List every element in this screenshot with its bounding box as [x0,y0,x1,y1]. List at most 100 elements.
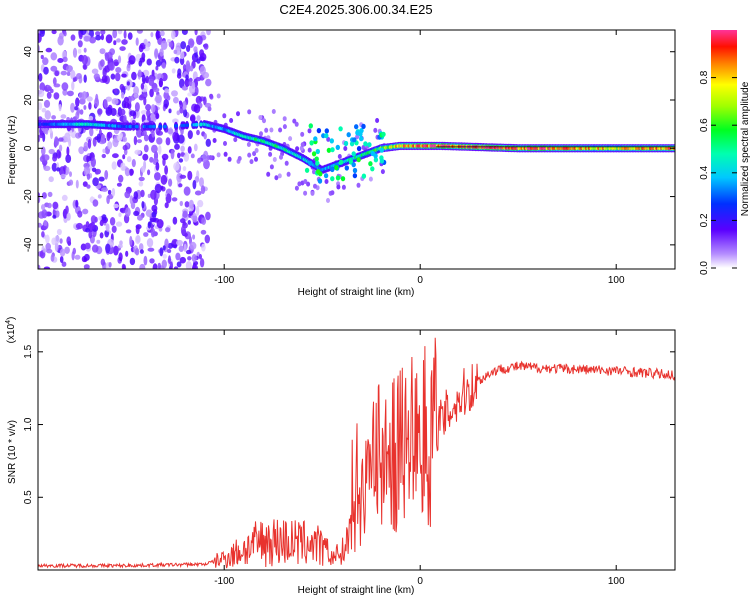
noise-speckle [278,127,283,133]
noise-speckle [110,73,116,80]
noise-speckle [102,148,106,153]
noise-speckle [375,118,380,123]
noise-speckle [269,164,274,170]
noise-speckle [252,151,257,157]
noise-speckle [139,263,146,269]
noise-speckle [115,221,123,227]
noise-speckle [42,57,49,66]
noise-speckle [54,70,60,77]
noise-speckle [38,222,42,228]
noise-speckle [203,43,209,50]
noise-speckle [152,263,158,269]
noise-speckle [74,106,78,111]
noise-speckle [179,256,186,264]
noise-speckle [136,30,143,34]
noise-speckle [286,171,291,177]
noise-speckle [154,48,159,58]
trace-cell [352,173,358,179]
noise-speckle [45,242,51,251]
colorbar-tick-label: 0.2 [699,213,710,227]
noise-speckle [60,70,67,76]
noise-speckle [65,166,70,175]
noise-speckle [75,97,80,107]
noise-speckle [199,65,206,76]
noise-speckle [150,227,156,238]
noise-speckle [77,210,83,218]
noise-speckle [151,204,158,212]
snr-ylabel: SNR (10 * v/v) [7,420,18,484]
snr-frame [37,329,676,571]
noise-speckle [72,247,77,255]
noise-speckle [60,173,66,179]
noise-speckle [268,151,273,157]
spectrogram-xtick-label: 0 [417,275,423,286]
noise-speckle [204,234,210,244]
noise-speckle [79,98,86,105]
noise-speckle [187,130,193,140]
noise-speckle [107,141,113,150]
noise-speckle [100,30,106,35]
noise-speckle [184,201,190,208]
noise-speckle [133,93,139,98]
noise-speckle [178,245,184,252]
noise-speckle [294,185,299,191]
noise-speckle [122,136,128,143]
noise-speckle [158,145,162,155]
noise-speckle [123,96,129,103]
noise-speckle [96,239,101,244]
noise-speckle [135,37,139,46]
noise-speckle [104,230,109,238]
noise-speckle [206,30,211,36]
noise-speckle [119,83,125,91]
noise-speckle [62,56,68,63]
noise-speckle [193,143,198,152]
colorbar: 0.0 0.2 0.4 0.6 0.8 Normalized spectral ampl… [699,30,750,275]
noise-speckle [51,162,58,172]
noise-speckle [43,266,51,269]
noise-speckle [45,47,53,53]
spectrogram-panel: -100 0 100 -40 -20 0 20 40 Height of straight l… [7,29,676,298]
noise-speckle [119,132,124,139]
noise-speckle [179,200,183,207]
noise-speckle [83,141,89,152]
noise-speckle [101,187,108,192]
trace-cell [361,123,366,129]
noise-speckle [326,136,331,142]
noise-speckle [209,93,214,99]
noise-speckle [191,264,199,269]
noise-speckle [45,234,50,244]
spectrogram-ytick-label: 20 [23,94,34,106]
noise-speckle [146,42,151,48]
noise-speckle [254,148,259,153]
noise-speckle [282,124,287,130]
noise-speckle [191,254,197,263]
noise-speckle [196,115,201,122]
spectrogram-ytick-label: 40 [23,46,34,58]
noise-speckle [101,214,107,221]
noise-speckle [117,244,123,249]
noise-speckle [112,30,118,39]
noise-speckle [82,181,88,187]
noise-speckle [373,127,378,133]
noise-speckle [80,30,87,36]
noise-speckle [64,246,70,254]
noise-speckle [124,167,131,177]
noise-speckle [195,77,202,82]
noise-speckle [330,190,335,196]
noise-speckle [129,168,134,176]
noise-speckle [259,131,263,137]
spectrogram-ytick-label: -20 [23,189,34,204]
noise-speckle [107,189,112,195]
trace-cell [373,157,379,163]
noise-speckle [91,244,99,253]
noise-speckle [88,230,93,239]
noise-speckle [269,127,274,133]
snr-series-line [38,337,675,570]
noise-speckle [66,90,74,97]
noise-speckle [168,178,173,187]
noise-speckle [83,105,87,110]
noise-speckle [175,252,181,261]
noise-speckle [63,31,67,37]
trace-cell [158,124,163,129]
colorbar-label: Normalized spectral amplitude [740,81,750,216]
